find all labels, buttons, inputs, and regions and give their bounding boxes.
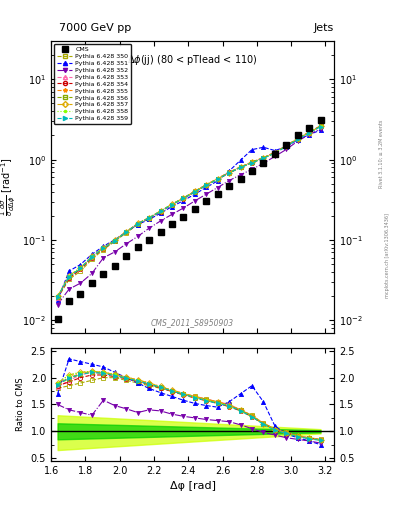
Text: $\Delta\phi$(jj) (80 < pTlead < 110): $\Delta\phi$(jj) (80 < pTlead < 110) bbox=[127, 53, 258, 67]
Legend: CMS, Pythia 6.428 350, Pythia 6.428 351, Pythia 6.428 352, Pythia 6.428 353, Pyt: CMS, Pythia 6.428 350, Pythia 6.428 351,… bbox=[54, 44, 131, 124]
Y-axis label: Ratio to CMS: Ratio to CMS bbox=[16, 378, 25, 431]
Text: Jets: Jets bbox=[314, 23, 334, 33]
Text: CMS_2011_S8950903: CMS_2011_S8950903 bbox=[151, 318, 234, 327]
Text: Rivet 3.1.10; ≥ 3.2M events: Rivet 3.1.10; ≥ 3.2M events bbox=[379, 119, 384, 188]
Text: 7000 GeV pp: 7000 GeV pp bbox=[59, 23, 131, 33]
Y-axis label: $\frac{1}{\sigma}\frac{d\sigma}{d\Delta\phi}$ [rad$^{-1}$]: $\frac{1}{\sigma}\frac{d\sigma}{d\Delta\… bbox=[0, 158, 17, 216]
Text: mcplots.cern.ch [arXiv:1306.3436]: mcplots.cern.ch [arXiv:1306.3436] bbox=[385, 214, 389, 298]
X-axis label: Δφ [rad]: Δφ [rad] bbox=[169, 481, 216, 491]
